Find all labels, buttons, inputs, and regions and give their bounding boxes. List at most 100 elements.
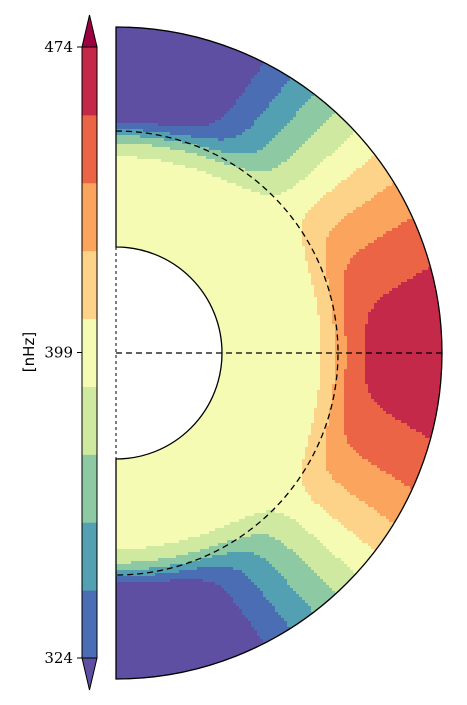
contour-cell [275, 99, 279, 103]
contour-cell [137, 189, 141, 193]
contour-cell [365, 210, 369, 214]
contour-cell [401, 210, 405, 214]
contour-cell [209, 42, 213, 46]
contour-cell [200, 60, 204, 64]
contour-cell [290, 147, 294, 151]
contour-cell [266, 90, 270, 94]
contour-cell [281, 201, 285, 205]
contour-cell [329, 126, 333, 130]
contour-cell [341, 135, 345, 139]
contour-cell [212, 138, 216, 142]
contour-cell [203, 78, 207, 82]
colorbar-segment [82, 522, 97, 591]
contour-cell [179, 90, 183, 94]
contour-cell [200, 135, 204, 139]
contour-cell [365, 171, 369, 175]
contour-cell [182, 138, 186, 142]
contour-cell [128, 171, 132, 175]
contour-cell [185, 225, 189, 229]
contour-cell [347, 183, 351, 187]
contour-cell [353, 162, 357, 166]
contour-cell [287, 84, 291, 88]
contour-cell [134, 135, 138, 139]
contour-cell [248, 186, 252, 190]
contour-cell [128, 96, 132, 100]
contour-cell [170, 105, 174, 109]
contour-cell [191, 48, 195, 52]
contour-cell [407, 216, 411, 220]
colorbar-segment [82, 182, 97, 252]
contour-cell [272, 72, 276, 76]
contour-cell [200, 42, 204, 46]
contour-cell [344, 204, 348, 208]
contour-cell [335, 210, 339, 214]
contour-cell [173, 66, 177, 70]
contour-cell [161, 204, 165, 208]
contour-cell [239, 165, 243, 169]
contour-cell [263, 69, 267, 73]
contour-cell [272, 153, 276, 157]
contour-cell [233, 66, 237, 70]
contour-cell [272, 129, 276, 133]
contour-cell [254, 156, 258, 160]
contour-cell [257, 132, 261, 136]
contour-cell [227, 165, 231, 169]
contour-cell [179, 57, 183, 61]
contour-cell [239, 123, 243, 127]
contour-cell [155, 171, 159, 175]
contour-cell [119, 210, 123, 214]
contour-cell [143, 54, 147, 58]
contour-cell [185, 84, 189, 88]
contour-cell [146, 207, 150, 211]
contour-cell [146, 87, 150, 91]
contour-cell [359, 213, 363, 217]
contour-cell [215, 186, 219, 190]
contour-cell [203, 99, 207, 103]
contour-cell [164, 108, 168, 112]
contour-cell [233, 153, 237, 157]
contour-cell [266, 120, 270, 124]
contour-cell [284, 90, 288, 94]
contour-cell [158, 57, 162, 61]
contour-cell [236, 105, 240, 109]
contour-cell [128, 135, 132, 139]
contour-cell [374, 171, 378, 175]
contour-cell [233, 168, 237, 172]
contour-cell [272, 159, 276, 163]
contour-cell [308, 159, 312, 163]
contour-cell [167, 69, 171, 73]
contour-cell [185, 90, 189, 94]
contour-cell [170, 60, 174, 64]
contour-cell [188, 75, 192, 79]
contour-cell [149, 48, 153, 52]
contour-cell [257, 177, 261, 181]
contour-cell [287, 114, 291, 118]
contour-cell [377, 162, 381, 166]
contour-cell [236, 69, 240, 73]
contour-cell [161, 81, 165, 85]
contour-cell [122, 201, 126, 205]
contour-cell [311, 147, 315, 151]
contour-cell [218, 120, 222, 124]
contour-cell [197, 159, 201, 163]
contour-cell [233, 201, 237, 205]
contour-cell [221, 210, 225, 214]
contour-cell [173, 177, 177, 181]
contour-cell [224, 165, 228, 169]
contour-cell [326, 177, 330, 181]
contour-cell [227, 138, 231, 142]
contour-cell [236, 192, 240, 196]
contour-cell [251, 69, 255, 73]
contour-cell [308, 126, 312, 130]
contour-cell [299, 114, 303, 118]
contour-cell [242, 201, 246, 205]
contour-cell [359, 186, 363, 190]
contour-cell [329, 159, 333, 163]
contour-cell [392, 183, 396, 187]
contour-cell [257, 90, 261, 94]
contour-cell [161, 90, 165, 94]
contour-cell [281, 222, 285, 226]
contour-cell [347, 213, 351, 217]
contour-cell [212, 180, 216, 184]
contour-cell [287, 168, 291, 172]
